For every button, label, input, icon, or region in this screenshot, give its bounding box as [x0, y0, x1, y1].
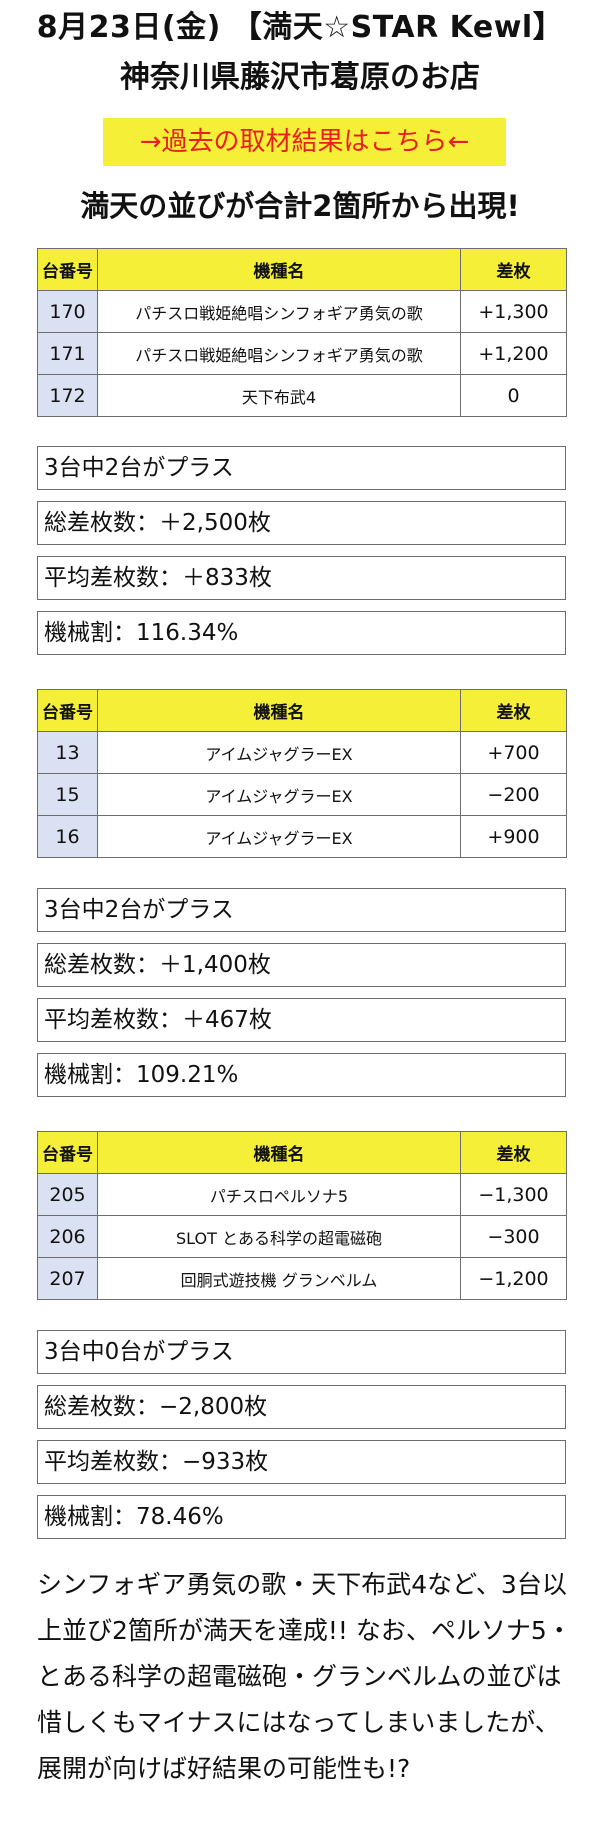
header-diff: 差枚	[460, 1131, 567, 1174]
cell-machine: アイムジャグラーEX	[97, 815, 461, 858]
header-machine: 機種名	[97, 689, 461, 732]
table-header-row: 台番号 機種名 差枚	[37, 248, 567, 291]
machine-table-2: 台番号 機種名 差枚 13 アイムジャグラーEX +700 15 アイムジャグラ…	[37, 689, 567, 858]
cell-num: 15	[37, 773, 98, 816]
header-num: 台番号	[37, 248, 98, 291]
header-diff: 差枚	[460, 248, 567, 291]
cell-num: 205	[37, 1173, 98, 1216]
table-row: 206 SLOT とある科学の超電磁砲 −300	[37, 1215, 567, 1258]
machine-table-1: 台番号 機種名 差枚 170 パチスロ戦姫絶唱シンフォギア勇気の歌 +1,300…	[37, 248, 567, 417]
cell-num: 207	[37, 1257, 98, 1300]
cell-machine: アイムジャグラーEX	[97, 773, 461, 816]
table-row: 15 アイムジャグラーEX −200	[37, 773, 567, 816]
table-row: 172 天下布武4 0	[37, 374, 567, 417]
table-row: 16 アイムジャグラーEX +900	[37, 815, 567, 858]
page-title-date-store: 8月23日(金) 【満天☆STAR Kewl】	[36, 10, 564, 45]
lead-heading: 満天の並びが合計2箇所から出現!	[80, 189, 520, 223]
past-results-link[interactable]: →過去の取材結果はこちら←	[103, 118, 506, 166]
summary-plus-count: 3台中2台がプラス	[37, 446, 566, 490]
summary-paragraph: シンフォギア勇気の歌・天下布武4など、3台以上並び2箇所が満天を達成!! なお、…	[37, 1570, 572, 1783]
header-num: 台番号	[37, 1131, 98, 1174]
header-diff: 差枚	[460, 689, 567, 732]
cell-diff: +900	[460, 815, 567, 858]
table-row: 171 パチスロ戦姫絶唱シンフォギア勇気の歌 +1,200	[37, 332, 567, 375]
summary-avg-diff: 平均差枚数：−933枚	[37, 1440, 566, 1484]
cell-machine: パチスロ戦姫絶唱シンフォギア勇気の歌	[97, 332, 461, 375]
cell-machine: 天下布武4	[97, 374, 461, 417]
table-row: 13 アイムジャグラーEX +700	[37, 731, 567, 774]
cell-num: 13	[37, 731, 98, 774]
cell-num: 171	[37, 332, 98, 375]
page-title-location: 神奈川県藤沢市葛原のお店	[120, 60, 480, 95]
summary-total-diff: 総差枚数：＋1,400枚	[37, 943, 566, 987]
cell-diff: −1,200	[460, 1257, 567, 1300]
summary-payout-rate: 機械割：109.21%	[37, 1053, 566, 1097]
cell-diff: +700	[460, 731, 567, 774]
cell-machine: アイムジャグラーEX	[97, 731, 461, 774]
table-row: 170 パチスロ戦姫絶唱シンフォギア勇気の歌 +1,300	[37, 290, 567, 333]
header-machine: 機種名	[97, 1131, 461, 1174]
cell-machine: パチスロペルソナ5	[97, 1173, 461, 1216]
summary-plus-count: 3台中0台がプラス	[37, 1330, 566, 1374]
header-machine: 機種名	[97, 248, 461, 291]
cell-diff: −1,300	[460, 1173, 567, 1216]
cell-num: 170	[37, 290, 98, 333]
header-num: 台番号	[37, 689, 98, 732]
table-header-row: 台番号 機種名 差枚	[37, 1131, 567, 1174]
summary-total-diff: 総差枚数：−2,800枚	[37, 1385, 566, 1429]
cell-machine: パチスロ戦姫絶唱シンフォギア勇気の歌	[97, 290, 461, 333]
cell-diff: +1,300	[460, 290, 567, 333]
cell-machine: SLOT とある科学の超電磁砲	[97, 1215, 461, 1258]
cell-diff: 0	[460, 374, 567, 417]
cell-num: 172	[37, 374, 98, 417]
summary-payout-rate: 機械割：78.46%	[37, 1495, 566, 1539]
cell-diff: +1,200	[460, 332, 567, 375]
cell-machine: 回胴式遊技機 グランベルム	[97, 1257, 461, 1300]
cell-num: 206	[37, 1215, 98, 1258]
table-header-row: 台番号 機種名 差枚	[37, 689, 567, 732]
summary-avg-diff: 平均差枚数：＋467枚	[37, 998, 566, 1042]
table-row: 205 パチスロペルソナ5 −1,300	[37, 1173, 567, 1216]
cell-num: 16	[37, 815, 98, 858]
machine-table-3: 台番号 機種名 差枚 205 パチスロペルソナ5 −1,300 206 SLOT…	[37, 1131, 567, 1300]
cell-diff: −300	[460, 1215, 567, 1258]
summary-plus-count: 3台中2台がプラス	[37, 888, 566, 932]
summary-total-diff: 総差枚数：＋2,500枚	[37, 501, 566, 545]
summary-payout-rate: 機械割：116.34%	[37, 611, 566, 655]
cell-diff: −200	[460, 773, 567, 816]
table-row: 207 回胴式遊技機 グランベルム −1,200	[37, 1257, 567, 1300]
summary-avg-diff: 平均差枚数：＋833枚	[37, 556, 566, 600]
